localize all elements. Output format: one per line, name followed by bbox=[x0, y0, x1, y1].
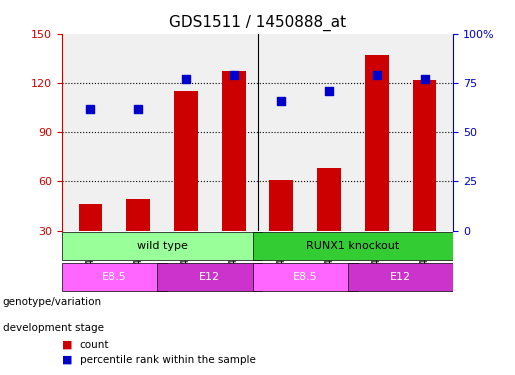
Point bbox=[277, 98, 285, 104]
FancyBboxPatch shape bbox=[348, 263, 453, 291]
Bar bbox=[126, 200, 150, 280]
Point bbox=[325, 88, 333, 94]
Bar bbox=[78, 204, 102, 280]
Text: ■: ■ bbox=[62, 340, 72, 350]
Text: GDS1511 / 1450888_at: GDS1511 / 1450888_at bbox=[169, 15, 346, 31]
Text: genotype/variation: genotype/variation bbox=[3, 297, 101, 307]
Point bbox=[134, 106, 142, 112]
Bar bbox=[269, 180, 294, 280]
Bar bbox=[365, 55, 389, 280]
Text: E8.5: E8.5 bbox=[102, 272, 127, 282]
FancyBboxPatch shape bbox=[62, 232, 262, 260]
Bar bbox=[413, 80, 437, 280]
Text: count: count bbox=[80, 340, 109, 350]
Text: percentile rank within the sample: percentile rank within the sample bbox=[80, 355, 256, 365]
Text: E8.5: E8.5 bbox=[293, 272, 318, 282]
Point bbox=[230, 72, 238, 78]
Text: E12: E12 bbox=[199, 272, 220, 282]
Bar bbox=[174, 91, 198, 280]
Bar bbox=[221, 72, 246, 280]
FancyBboxPatch shape bbox=[253, 263, 358, 291]
Bar bbox=[317, 168, 341, 280]
Point bbox=[87, 106, 95, 112]
Text: E12: E12 bbox=[390, 272, 411, 282]
FancyBboxPatch shape bbox=[253, 232, 453, 260]
Point bbox=[182, 76, 190, 82]
Point bbox=[373, 72, 381, 78]
Text: ■: ■ bbox=[62, 355, 72, 365]
FancyBboxPatch shape bbox=[157, 263, 262, 291]
Point bbox=[420, 76, 428, 82]
Text: development stage: development stage bbox=[3, 323, 104, 333]
Text: RUNX1 knockout: RUNX1 knockout bbox=[306, 241, 400, 251]
Text: wild type: wild type bbox=[136, 241, 187, 251]
FancyBboxPatch shape bbox=[62, 263, 167, 291]
